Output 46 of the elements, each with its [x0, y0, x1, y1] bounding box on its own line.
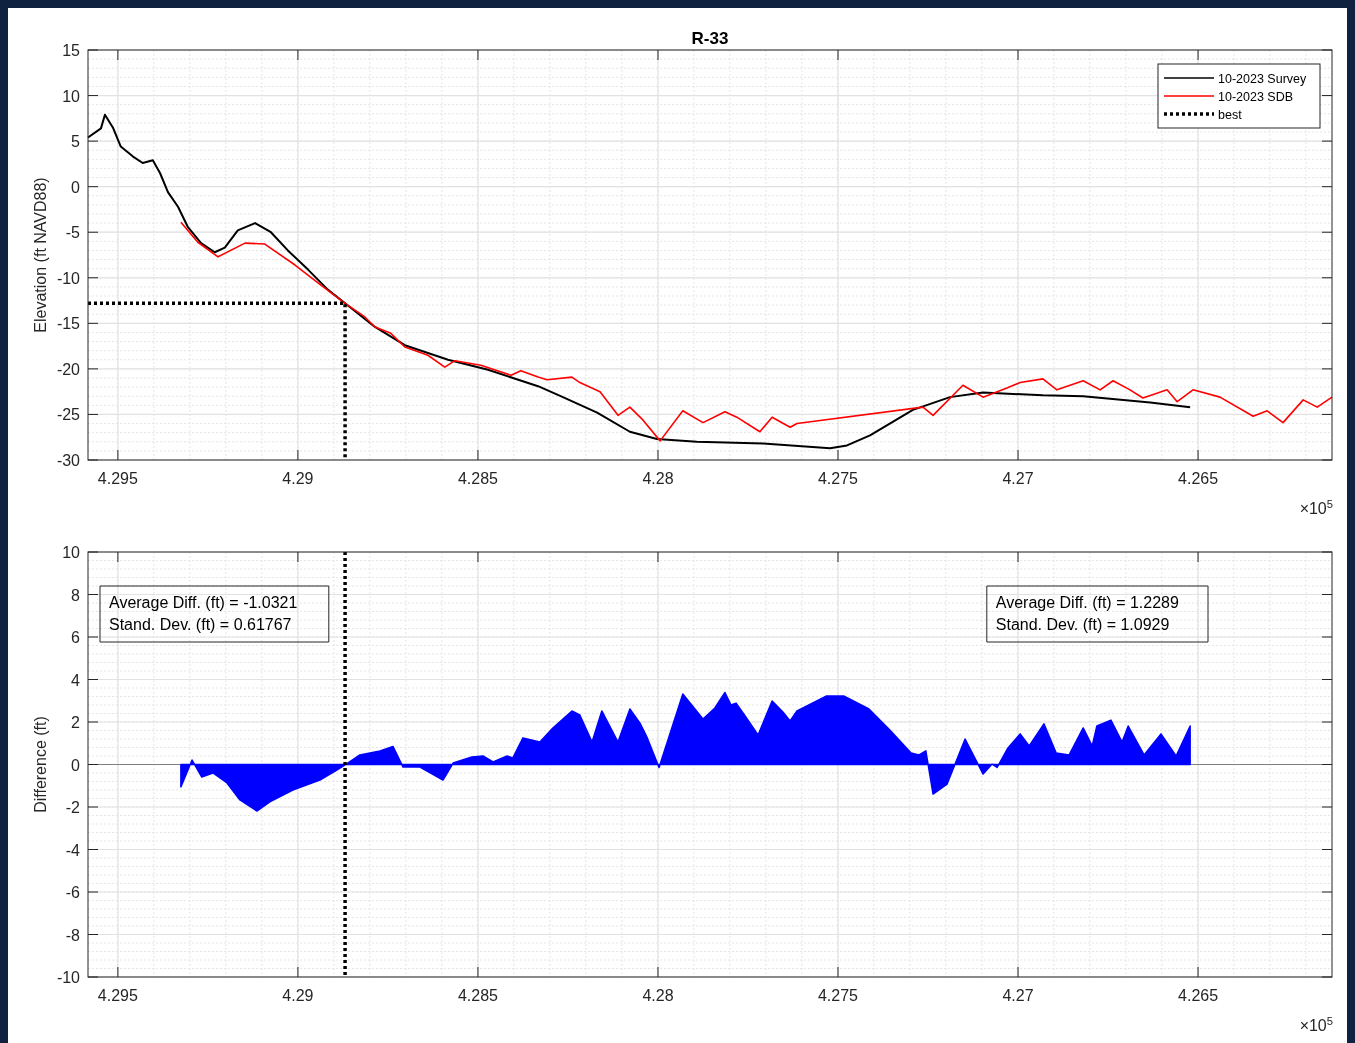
legend-label: 10-2023 Survey	[1218, 71, 1307, 86]
y-tick-label: 8	[71, 586, 81, 604]
annotation: Average Diff. (ft) = -1.0321 Stand. Dev. (ft) = 0.61767	[109, 594, 298, 633]
x-tick-label: 4.275	[817, 987, 859, 1004]
legend-label: best	[1218, 107, 1243, 122]
y-tick-label: 0	[71, 178, 81, 196]
y-axis-title: Elevation (ft NAVD88)	[32, 177, 49, 333]
y-tick-label: -5	[65, 224, 81, 242]
x-tick-label: 4.27	[1002, 987, 1034, 1004]
y-tick-label: 6	[71, 629, 81, 646]
x-tick-label: 4.295	[97, 987, 138, 1004]
annotation: Average Diff. (ft) = 1.2289 Stand. Dev. (ft) = 1.0929	[995, 594, 1179, 633]
y-tick-label: -20	[56, 360, 81, 378]
text: ×10$^{5}$	[1299, 1015, 1333, 1034]
y-tick-label: -10	[56, 969, 81, 986]
y-tick-label: -15	[56, 315, 81, 333]
y-tick-label: 5	[71, 133, 81, 151]
line-series	[180, 221, 1333, 442]
x-tick-label: 4.285	[457, 987, 499, 1004]
y-tick-label: -25	[56, 406, 81, 424]
y-tick-label: 2	[71, 714, 81, 731]
y-tick-label: 4	[71, 671, 81, 689]
y-tick-label: -10	[56, 269, 81, 287]
x-tick-label: 4.295	[97, 470, 138, 487]
y-tick-label: 10	[62, 87, 81, 105]
y-axis-title: Difference (ft)	[32, 716, 49, 813]
y-tick-label: -2	[65, 799, 81, 816]
x-tick-label: 4.265	[1178, 987, 1219, 1004]
y-tick-label: -8	[65, 926, 81, 944]
y-tick-label: -4	[65, 841, 81, 859]
x-tick-label: 4.29	[282, 987, 314, 1004]
y-tick-label: -6	[65, 884, 81, 901]
text: ×10$^{5}$	[1299, 498, 1333, 517]
y-tick-label: 10	[62, 544, 81, 561]
x-tick-label: 4.265	[1178, 470, 1219, 487]
x-tick-label: 4.285	[457, 470, 499, 487]
x-tick-label: 4.29	[282, 470, 314, 487]
y-tick-label: -30	[56, 452, 81, 469]
chart-title: R-33	[691, 29, 729, 48]
y-tick-label: 15	[62, 42, 81, 59]
y-tick-label: 0	[71, 756, 81, 774]
x-tick-label: 4.28	[642, 987, 674, 1004]
legend-label: 10-2023 SDB	[1218, 89, 1294, 104]
x-tick-label: 4.27	[1002, 470, 1034, 487]
x-tick-label: 4.275	[817, 470, 859, 487]
x-tick-label: 4.28	[642, 470, 674, 487]
